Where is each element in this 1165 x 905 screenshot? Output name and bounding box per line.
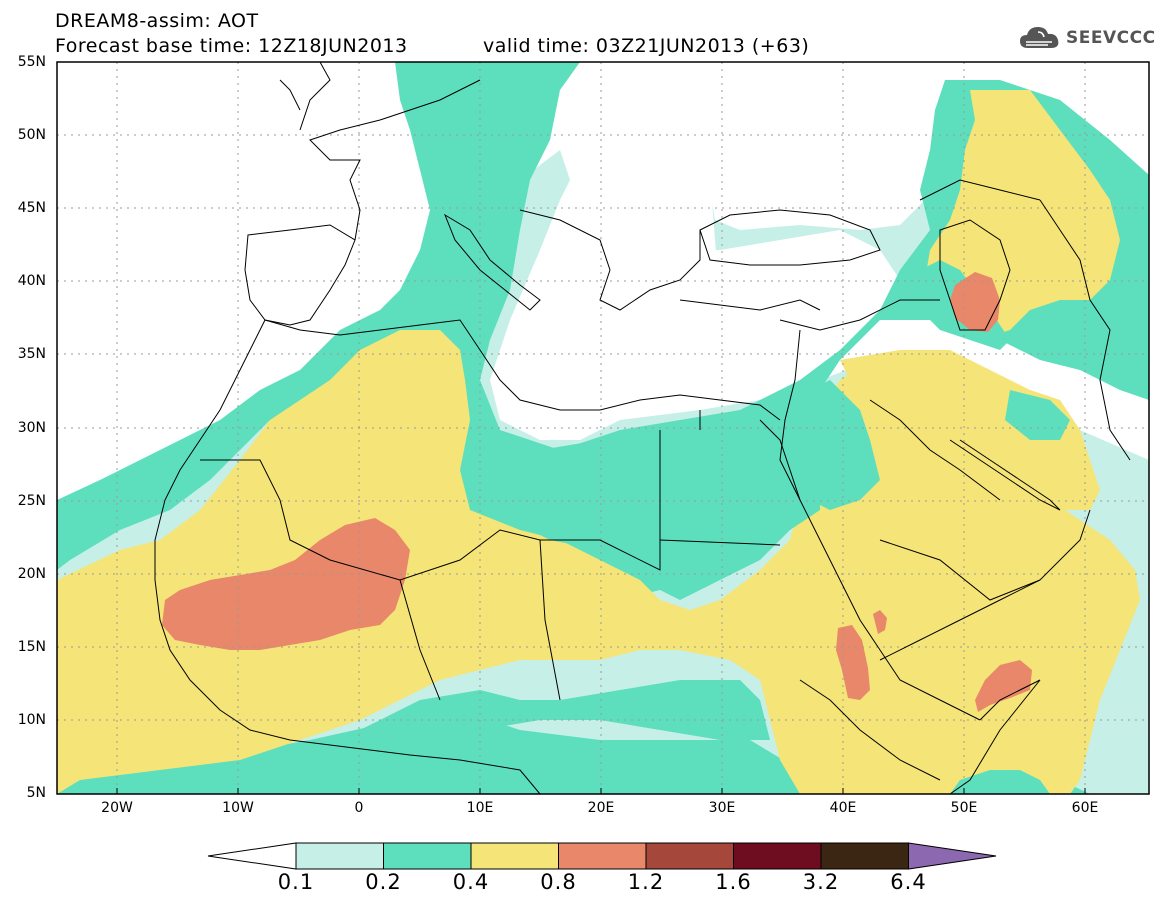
- seevccc-logo: SEEVCCC: [1018, 24, 1156, 52]
- legend-swatch-6: [733, 842, 822, 870]
- aot-contour-0.2-egypt: [470, 420, 820, 600]
- legend-label: 1.2: [627, 870, 665, 894]
- coastlines: [154, 62, 1131, 794]
- legend-swatch-4: [558, 842, 647, 870]
- aot-contour-0.4-arabia-north: [840, 350, 1080, 480]
- legend-label: 0.8: [540, 870, 577, 894]
- legend-label: 0.2: [365, 870, 402, 894]
- aot-contour-0.2-horn: [950, 770, 1050, 794]
- logo-text: SEEVCCC: [1066, 28, 1156, 48]
- legend-label: 1.6: [715, 870, 752, 894]
- lon-label: 10E: [466, 800, 494, 816]
- legend-colorbar: [207, 842, 997, 870]
- legend-label: 6.4: [890, 870, 927, 894]
- legend-label: 3.2: [802, 870, 840, 894]
- lon-label: 50E: [950, 800, 978, 816]
- aot-contour-0.8-yemen: [873, 610, 887, 634]
- forecast-base-time: Forecast base time: 12Z18JUN2013: [55, 35, 408, 57]
- aot-contour-0.8-caspian: [950, 272, 1000, 332]
- lon-label: 60E: [1071, 800, 1099, 816]
- cloud-icon: [1020, 27, 1059, 48]
- legend-swatch-5: [645, 842, 734, 870]
- lat-label: 35N: [17, 346, 46, 362]
- lat-label: 45N: [17, 200, 46, 216]
- axis-ticks: [116, 788, 1086, 794]
- map-title: DREAM8-assim: AOT: [55, 10, 259, 32]
- lat-label: 30N: [17, 420, 46, 436]
- legend-swatch-7: [820, 842, 909, 870]
- valid-time: valid time: 03Z21JUN2013 (+63): [483, 35, 810, 57]
- lat-label: 15N: [17, 639, 46, 655]
- lat-label: 5N: [26, 785, 46, 801]
- legend-arrow-left: [207, 842, 297, 870]
- aot-contour-0.8-aden: [975, 660, 1032, 712]
- lat-label: 10N: [17, 712, 46, 728]
- lat-label: 40N: [17, 273, 46, 289]
- lon-label: 20W: [101, 800, 133, 816]
- aot-clear-med: [525, 180, 900, 410]
- aot-contour-0.8-eritrea: [836, 625, 870, 700]
- legend-swatch-2: [383, 842, 472, 870]
- aot-contour-0.2-iran: [1005, 390, 1070, 440]
- lat-label: 25N: [17, 493, 46, 509]
- legend-label: 0.4: [452, 870, 490, 894]
- lon-label: 10W: [222, 800, 254, 816]
- map-gridlines: [57, 62, 1149, 794]
- lat-label: 50N: [17, 127, 46, 143]
- aot-clear-east-europe: [690, 62, 940, 230]
- lat-label: 20N: [17, 566, 46, 582]
- legend-swatch-1: [295, 842, 384, 870]
- lon-label: 40E: [829, 800, 857, 816]
- lon-label: 0: [354, 800, 364, 816]
- aot-clear-europe-west: [57, 62, 410, 480]
- map-frame: [56, 61, 1150, 795]
- legend-swatch-3: [470, 842, 559, 870]
- lon-label: 20E: [587, 800, 615, 816]
- legend-label: 0.1: [277, 870, 315, 894]
- legend-arrow-right: [908, 842, 997, 870]
- aot-contour-0.2-arabia-west: [790, 380, 880, 510]
- lat-label: 55N: [17, 54, 46, 70]
- aot-contour-0.8-sahara: [162, 518, 410, 650]
- lon-label: 30E: [708, 800, 736, 816]
